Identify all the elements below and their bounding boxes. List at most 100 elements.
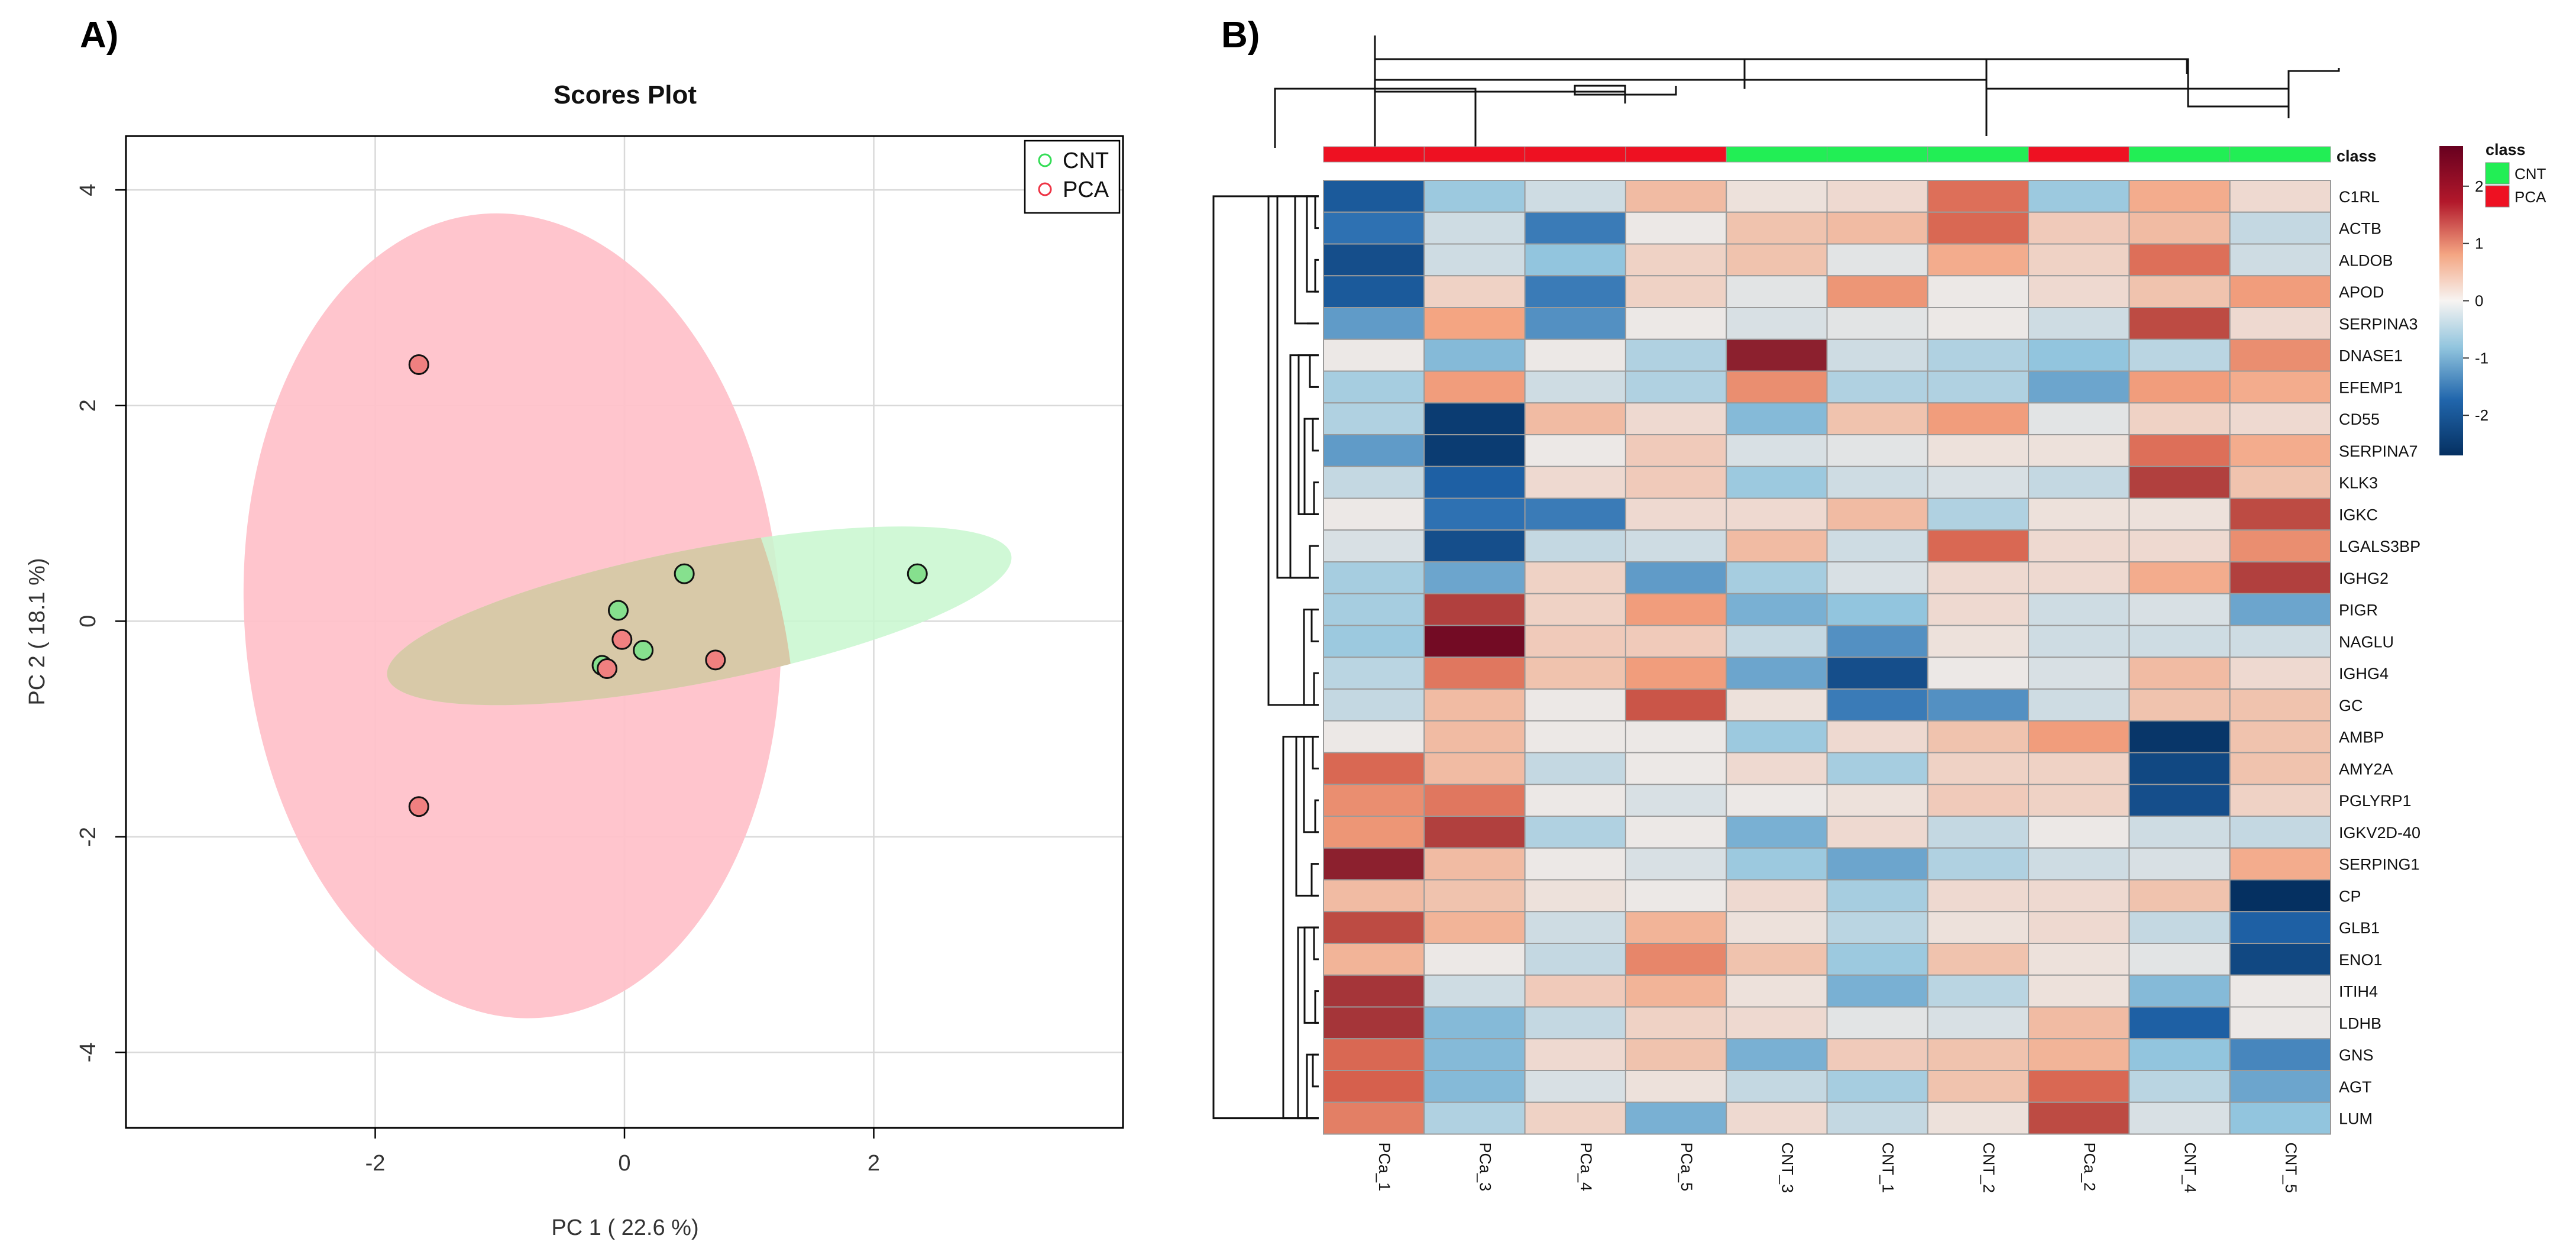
heatmap-cell <box>2128 180 2231 213</box>
heatmap-cell <box>1624 625 1727 658</box>
legend-pca-marker <box>1038 182 1052 196</box>
pca-point <box>596 658 617 679</box>
class-bar-cell <box>2128 146 2231 163</box>
heatmap-cell <box>1323 275 1425 308</box>
heatmap-cell <box>1524 1038 1626 1071</box>
heatmap-cell <box>2229 816 2331 849</box>
column-dendrogram-branches <box>1274 35 1986 148</box>
row-dendrogram-branch <box>1303 418 1319 515</box>
heatmap-cell <box>1826 784 1928 817</box>
heatmap-cell <box>1826 943 1928 976</box>
heatmap-cell <box>1524 657 1626 690</box>
heatmap-cell <box>1927 1070 2030 1103</box>
heatmap-cell <box>1323 338 1425 372</box>
heatmap-cell <box>2028 1070 2130 1103</box>
heatmap-cell <box>2028 211 2130 245</box>
row-dendrogram-branch <box>1313 481 1319 515</box>
heatmap-cell <box>1323 180 1425 213</box>
heatmap-cell <box>1927 275 2030 308</box>
heatmap-cell <box>1423 180 1526 213</box>
heatmap-cell <box>1524 784 1626 817</box>
row-dendrogram-branch <box>1303 926 1319 1024</box>
heatmap-cell <box>2128 974 2231 1008</box>
row-label: IGHG2 <box>2339 570 2389 587</box>
row-label: ACTB <box>2339 220 2381 238</box>
heatmap-cell <box>1624 816 1727 849</box>
heatmap-cell <box>2028 1038 2130 1071</box>
row-dendrogram-branch <box>1312 418 1319 452</box>
class-bar-cell <box>1525 146 1626 163</box>
y-tick-label: 0 <box>76 615 101 628</box>
heatmap-cell <box>2229 529 2331 562</box>
heatmap-cell <box>1726 879 1828 913</box>
heatmap-cell <box>2028 720 2130 753</box>
class-bar-cell <box>1726 146 1827 163</box>
y-tick-label: -4 <box>76 1043 101 1063</box>
heatmap-cell <box>1927 370 2030 404</box>
heatmap-cell <box>1726 1070 1828 1103</box>
heatmap-cell <box>1624 434 1727 467</box>
row-dendrogram-branch <box>1310 863 1319 897</box>
heatmap-cell <box>1323 497 1425 531</box>
pca-x-axis-label: PC 1 ( 22.6 %) <box>551 1215 698 1240</box>
heatmap-cell <box>1826 402 1928 435</box>
heatmap-cell <box>1624 180 1727 213</box>
pca-legend-box <box>1024 140 1121 214</box>
row-label: NAGLU <box>2339 633 2394 651</box>
heatmap-cell <box>1323 434 1425 467</box>
heatmap-cell <box>1323 657 1425 690</box>
colorbar-ticks: 2 1 0 -1 -2 <box>2463 177 2488 424</box>
column-label: CNT_2 <box>1980 1143 1998 1194</box>
heatmap-cell <box>1826 529 1928 562</box>
heatmap-cell <box>1726 1038 1828 1071</box>
heatmap-cell <box>1726 370 1828 404</box>
heatmap-cell <box>2028 816 2130 849</box>
heatmap-cell <box>1423 911 1526 944</box>
heatmap-cell <box>2229 879 2331 913</box>
heatmap-cell <box>1826 1101 1928 1135</box>
heatmap-cell <box>1826 243 1928 277</box>
heatmap-cell <box>2128 720 2231 753</box>
x-tick-label: 2 <box>868 1151 880 1176</box>
heatmap-cell <box>1927 402 2030 435</box>
row-label: LGALS3BP <box>2339 538 2420 555</box>
heatmap-cell <box>1423 1006 1526 1040</box>
heatmap-cell <box>1927 943 2030 976</box>
heatmap-cell <box>1423 625 1526 658</box>
row-dendrogram-branch <box>1314 990 1319 1024</box>
heatmap-cell <box>2028 338 2130 372</box>
heatmap-cell <box>2028 465 2130 499</box>
heatmap-cell <box>1423 943 1526 976</box>
heatmap-cell <box>2128 497 2231 531</box>
class-annotation-bar <box>1323 146 2331 163</box>
row-label: GNS <box>2339 1046 2374 1064</box>
class-legend-cnt-swatch <box>2485 162 2510 185</box>
heatmap-cell <box>2128 879 2231 913</box>
heatmap-cell <box>1927 529 2030 562</box>
heatmap-cell <box>2128 1006 2231 1040</box>
heatmap-cell <box>1323 370 1425 404</box>
heatmap-cell <box>1726 561 1828 594</box>
heatmap-cell <box>1624 338 1727 372</box>
heatmap-cell <box>1624 497 1727 531</box>
row-dendrogram-branch <box>1313 672 1319 706</box>
cnt-point <box>674 563 695 584</box>
heatmap-cell <box>1423 1038 1526 1071</box>
heatmap-cell <box>1624 211 1727 245</box>
heatmap-cell <box>1423 657 1526 690</box>
heatmap-cell <box>2028 847 2130 881</box>
heatmap-cell <box>2128 847 2231 881</box>
heatmap-cell <box>2128 243 2231 277</box>
heatmap-cell <box>1524 402 1626 435</box>
heatmap-cell <box>2028 529 2130 562</box>
heatmap-cell <box>1826 211 1928 245</box>
heatmap-cell <box>1524 497 1626 531</box>
legend-pca-label: PCA <box>1063 177 1109 202</box>
heatmap-cell <box>1927 974 2030 1008</box>
row-label: AMBP <box>2339 729 2384 746</box>
heatmap-cell <box>1927 1006 2030 1040</box>
heatmap-cell <box>2229 497 2331 531</box>
pca-point <box>408 354 429 375</box>
colorbar: 2 1 0 -1 -2 <box>2439 146 2488 455</box>
heatmap-cell <box>2028 911 2130 944</box>
